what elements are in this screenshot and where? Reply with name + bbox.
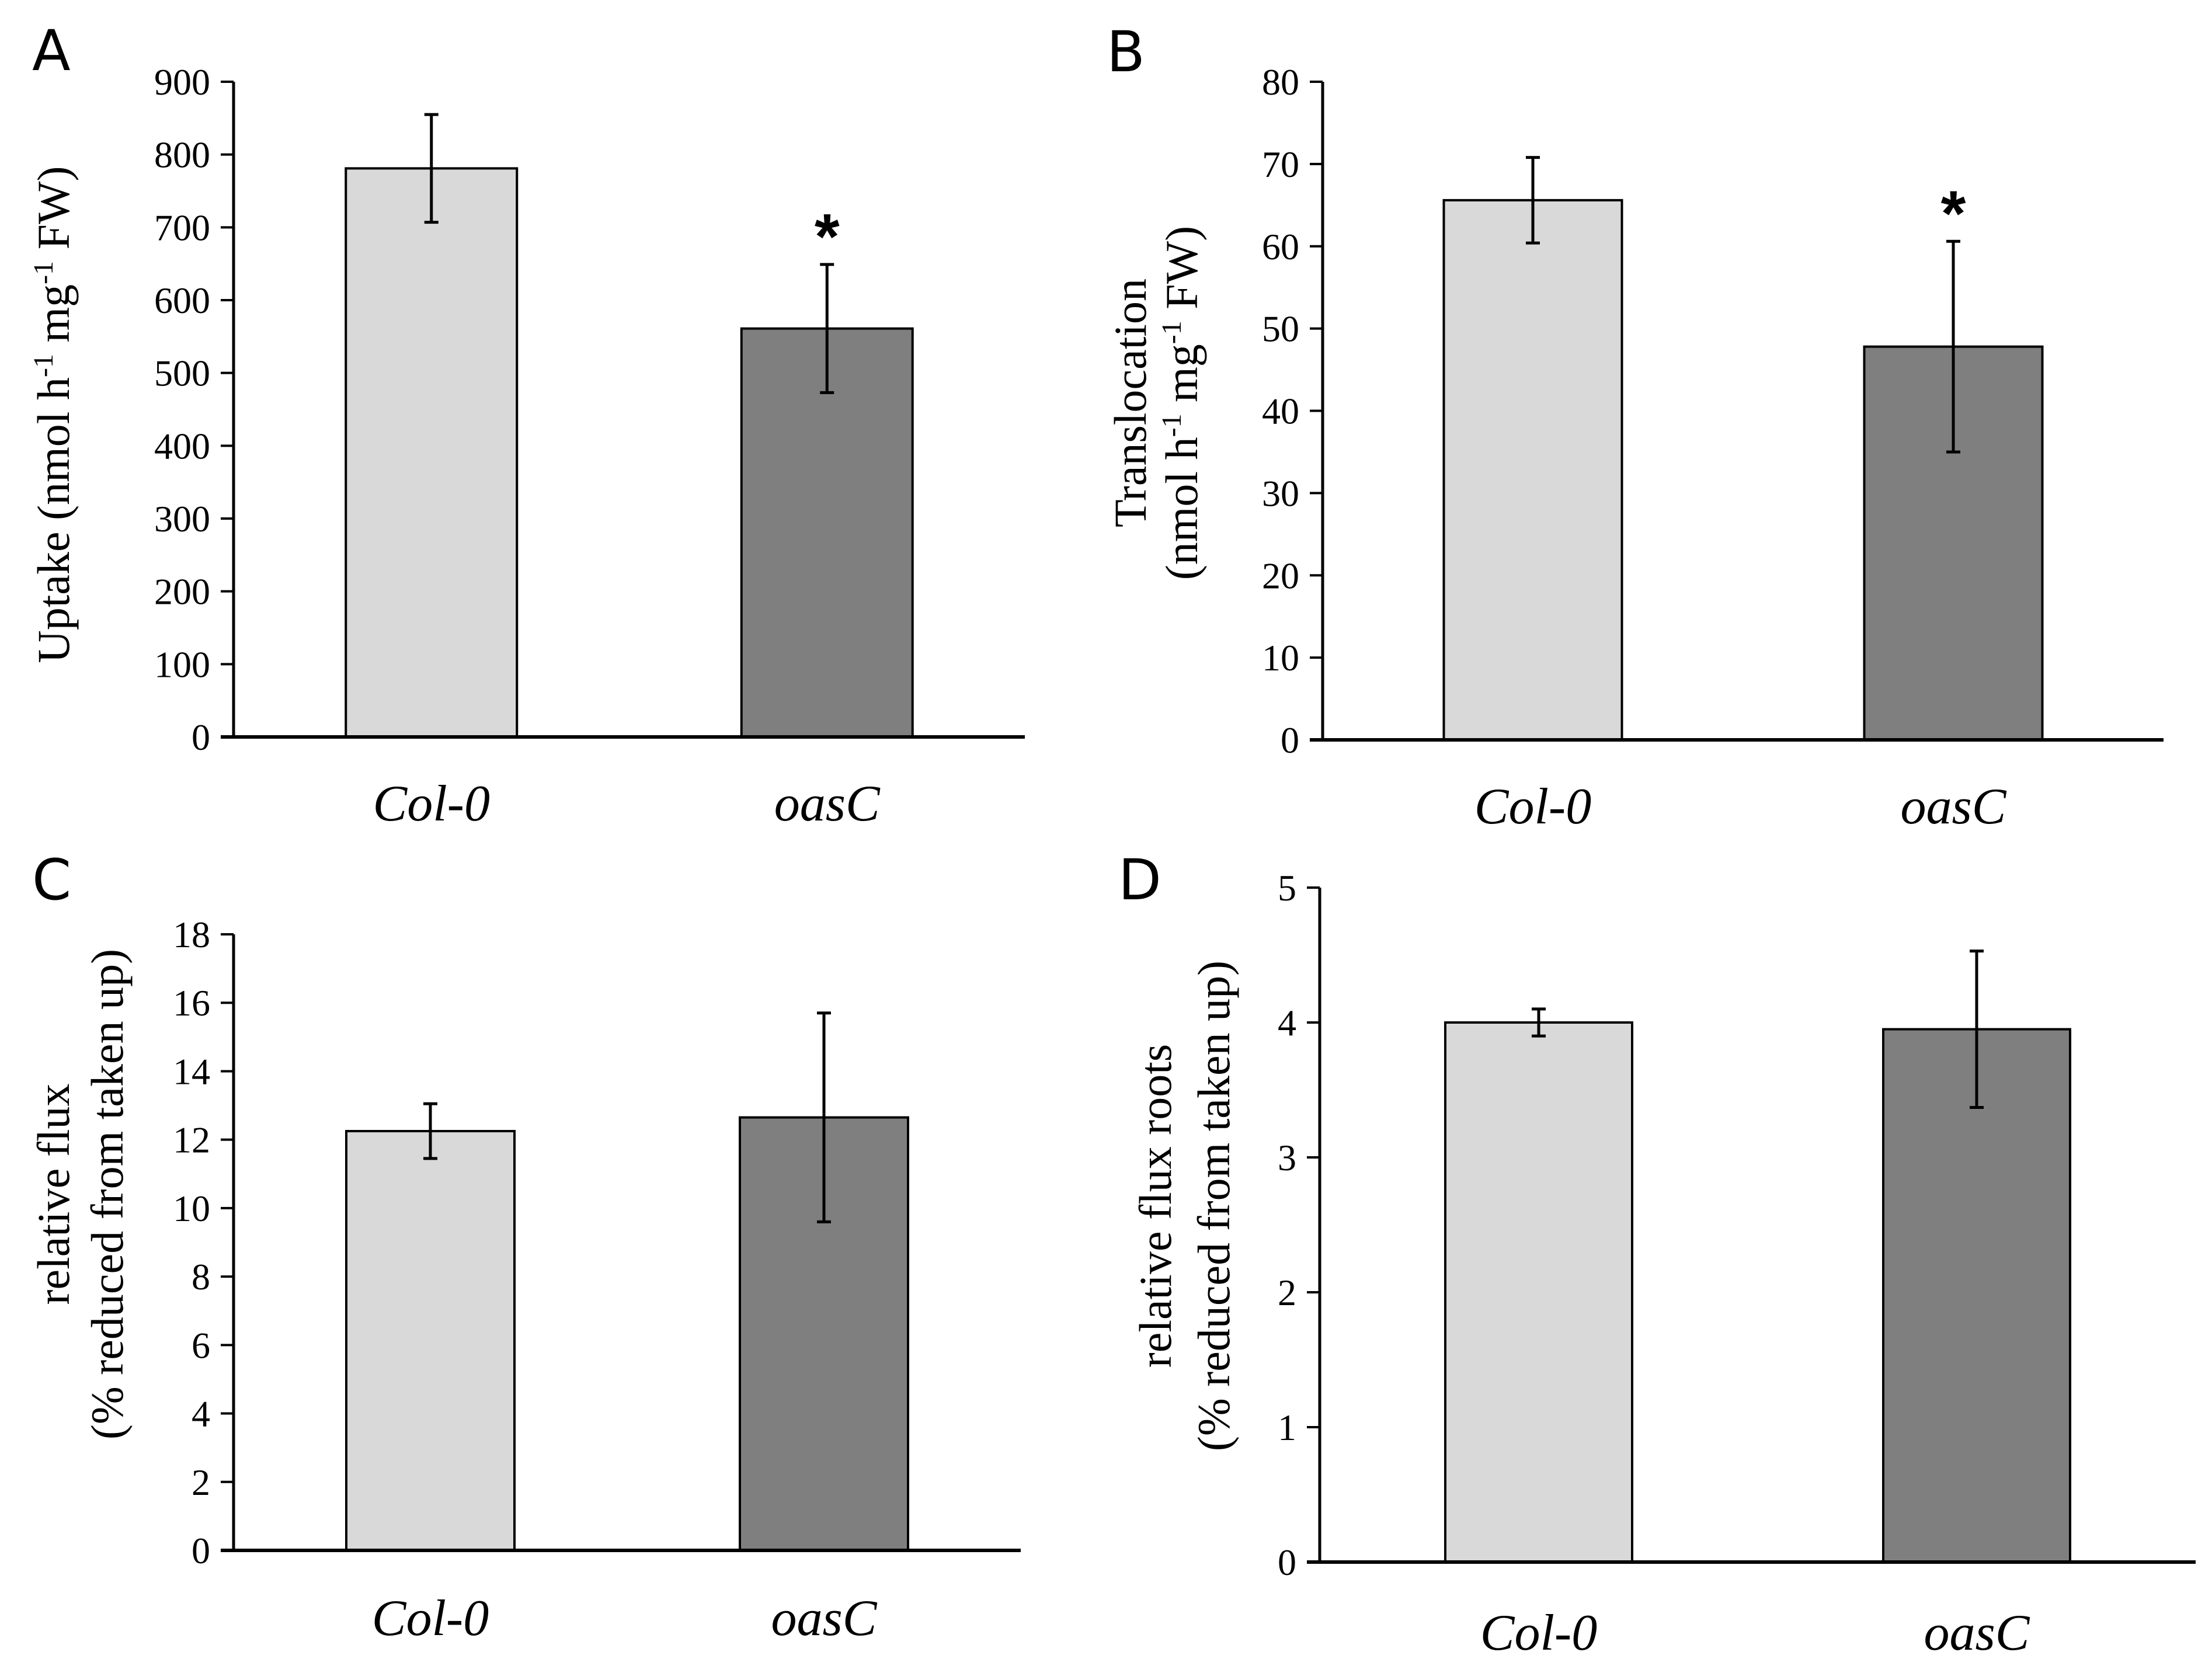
panel-b-tick-label: 60	[1262, 226, 1299, 267]
panel-c-categories: Col-0 oasC	[372, 1590, 878, 1647]
panel-a-category-label-col-0: Col-0	[373, 775, 490, 832]
panel-a-tick-label: 700	[154, 207, 210, 248]
panel-c-tick-label: 12	[173, 1119, 210, 1161]
panel-d: D relative flux roots (% reduced from ta…	[1118, 847, 2196, 1659]
panel-a-tick-label: 300	[154, 498, 210, 540]
panel-d-categories: Col-0 oasC	[1480, 1605, 2030, 1659]
panel-b-letter: B	[1107, 19, 1145, 85]
panel-a-tick-label: 0	[192, 717, 210, 758]
panel-d-tick-label: 4	[1278, 1002, 1296, 1044]
panel-d-category-label-oasc: oasC	[1924, 1605, 2030, 1659]
panel-a-tick-label: 900	[154, 61, 210, 103]
panel-c-ylabel-line1: relative flux	[28, 1084, 79, 1305]
panel-b-category-label-col-0: Col-0	[1474, 778, 1591, 835]
panel-d-tick-label: 0	[1278, 1542, 1296, 1583]
panel-b-tick-label: 10	[1262, 637, 1299, 679]
panel-b-tick-label: 50	[1262, 308, 1299, 350]
panel-d-ticks: 0 1 2 3 4 5	[1278, 867, 1320, 1583]
panel-b-categories: Col-0 oasC	[1474, 778, 2007, 835]
panel-d-tick-label: 5	[1278, 867, 1296, 909]
panel-d-tick-label: 1	[1278, 1407, 1296, 1448]
panel-a-tick-label: 100	[154, 644, 210, 685]
panel-a-tick-label: 800	[154, 134, 210, 176]
panel-d-bars	[1444, 950, 2071, 1564]
panel-a-bar-col-0	[345, 167, 519, 738]
panel-c-category-label-oasc: oasC	[771, 1590, 878, 1647]
panel-b-tick-label: 40	[1262, 391, 1299, 432]
panel-b-ticks: 0 10 20 30 40 50 60 70 80	[1262, 61, 1323, 761]
panel-b-significance-mark-oasc: *	[1941, 178, 1966, 249]
panel-a-tick-label: 500	[154, 353, 210, 394]
panel-a-tick-label: 200	[154, 571, 210, 613]
panel-b-bar-col-0	[1442, 199, 1623, 741]
panel-c-tick-label: 8	[192, 1256, 210, 1298]
panel-a-bars: *	[345, 113, 914, 738]
panel-d-category-label-col-0: Col-0	[1480, 1605, 1597, 1659]
panel-b-ylabel-line2: (nmol h-1 mg-1 FW)	[1156, 226, 1207, 580]
panel-d-bar-col-0	[1444, 1021, 1633, 1563]
panel-a: A Uptake (nmol h-1 mg-1 FW) 0 100 200 300 40…	[28, 18, 1025, 832]
panel-a-categories: Col-0 oasC	[373, 775, 881, 832]
panel-d-bar-oasc	[1882, 1028, 2071, 1564]
panel-c-category-label-col-0: Col-0	[372, 1590, 489, 1647]
panel-c-bar-col-0	[345, 1130, 516, 1552]
panel-c-tick-label: 14	[173, 1051, 210, 1092]
panel-d-tick-label: 3	[1278, 1137, 1296, 1178]
panel-a-significance-mark-oasc: *	[815, 201, 840, 273]
panel-a-tick-label: 600	[154, 280, 210, 321]
panel-d-letter: D	[1118, 847, 1161, 913]
panel-b-tick-label: 20	[1262, 555, 1299, 596]
panel-b-tick-label: 80	[1262, 61, 1299, 103]
panel-c-ticks: 0 2 4 6 8 10 12 14 16 18	[173, 914, 234, 1571]
panel-c-tick-label: 0	[192, 1530, 210, 1571]
panel-c-tick-label: 10	[173, 1188, 210, 1229]
panel-c-letter: C	[32, 847, 71, 913]
panel-c-tick-label: 16	[173, 982, 210, 1024]
panel-b-tick-label: 70	[1262, 144, 1299, 185]
panel-c-ylabel-line2: (% reduced from taken up)	[82, 949, 133, 1439]
panel-d-tick-label: 2	[1278, 1272, 1296, 1313]
panel-a-tick-label: 400	[154, 425, 210, 467]
panel-d-ylabel-line2: (% reduced from taken up)	[1188, 961, 1239, 1451]
panel-c-tick-label: 2	[192, 1462, 210, 1503]
panel-d-ylabel-line1: relative flux roots	[1130, 1044, 1181, 1368]
panel-b-ylabel-line1: Translocation	[1105, 279, 1156, 527]
panel-c-tick-label: 6	[192, 1324, 210, 1366]
panel-b-tick-label: 0	[1281, 719, 1299, 761]
panel-b-category-label-oasc: oasC	[1901, 778, 2007, 835]
panel-a-category-label-oasc: oasC	[774, 775, 881, 832]
panel-a-ticks: 0 100 200 300 400 500 600 700 800 900	[154, 61, 234, 758]
panel-c-bars	[345, 1011, 909, 1552]
panel-c-tick-label: 18	[173, 914, 210, 955]
panel-b-tick-label: 30	[1262, 472, 1299, 514]
panel-a-bar-oasc	[740, 327, 914, 738]
panel-b: B Translocation (nmol h-1 mg-1 FW) 0 10 20…	[1105, 19, 2164, 835]
panel-b-bars: *	[1442, 156, 2044, 741]
panel-a-ylabel: Uptake (nmol h-1 mg-1 FW)	[28, 166, 79, 663]
panel-a-letter: A	[32, 18, 71, 84]
panel-c-tick-label: 4	[192, 1393, 210, 1435]
panel-c: C relative flux (% reduced from taken up…	[28, 847, 1021, 1647]
